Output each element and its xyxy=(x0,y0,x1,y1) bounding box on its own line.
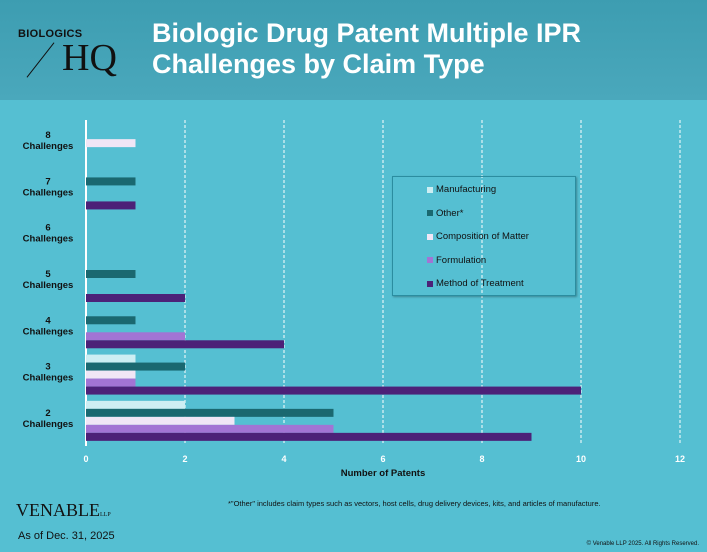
legend-item: Method of Treatment xyxy=(427,278,524,289)
bar-other- xyxy=(86,363,185,371)
bar-method-of-treatment xyxy=(86,201,136,209)
x-tick-label: 6 xyxy=(380,454,385,464)
bar-manufacturing xyxy=(86,355,136,363)
legend-swatch xyxy=(427,257,433,263)
legend-item: Composition of Matter xyxy=(427,231,529,242)
legend-swatch xyxy=(427,187,433,193)
bar-formulation xyxy=(86,425,334,433)
bar-method-of-treatment xyxy=(86,387,581,395)
footnote: *"Other" includes claim types such as ve… xyxy=(228,499,601,508)
bar-formulation xyxy=(86,332,185,340)
bar-composition-of-matter xyxy=(86,371,136,379)
venable-logo: VENABLELLP xyxy=(16,500,111,521)
x-tick-label: 8 xyxy=(479,454,484,464)
legend-swatch xyxy=(427,281,433,287)
bar-method-of-treatment xyxy=(86,340,284,348)
legend-label: Formulation xyxy=(436,255,486,266)
bar-other- xyxy=(86,177,136,185)
legend-swatch xyxy=(427,234,433,240)
legend-swatch xyxy=(427,210,433,216)
y-tick-label: Challenges xyxy=(23,373,74,384)
copyright: © Venable LLP 2025. All Rights Reserved. xyxy=(587,541,699,547)
bar-other- xyxy=(86,270,136,278)
x-tick-label: 2 xyxy=(182,454,187,464)
y-tick-label: Challenges xyxy=(23,234,74,245)
bar-other- xyxy=(86,409,334,417)
legend-label: Composition of Matter xyxy=(436,231,529,242)
y-tick-label: 8 xyxy=(45,130,50,141)
as-of-date: As of Dec. 31, 2025 xyxy=(18,530,115,542)
legend-label: Other* xyxy=(436,208,463,219)
y-tick-label: 3 xyxy=(45,362,50,373)
y-tick-label: 5 xyxy=(45,269,51,280)
legend-label: Method of Treatment xyxy=(436,278,524,289)
legend-item: Formulation xyxy=(427,255,486,266)
legend-label: Manufacturing xyxy=(436,184,496,195)
x-axis-label: Number of Patents xyxy=(341,468,425,479)
y-tick-label: Challenges xyxy=(23,326,74,337)
x-tick-label: 12 xyxy=(675,454,685,464)
venable-suffix: LLP xyxy=(100,512,111,518)
bar-other- xyxy=(86,316,136,324)
bar-composition-of-matter xyxy=(86,417,235,425)
x-tick-label: 10 xyxy=(576,454,586,464)
y-tick-label: 4 xyxy=(45,315,51,326)
legend: Manufacturing Other* Composition of Matter… xyxy=(392,176,576,296)
x-tick-label: 0 xyxy=(83,454,88,464)
bar-manufacturing xyxy=(86,401,185,409)
y-tick-label: Challenges xyxy=(23,419,74,430)
y-tick-label: 7 xyxy=(45,176,50,187)
legend-item: Manufacturing xyxy=(427,184,496,195)
y-tick-label: 6 xyxy=(45,223,50,234)
bar-method-of-treatment xyxy=(86,294,185,302)
legend-item: Other* xyxy=(427,208,463,219)
x-tick-label: 4 xyxy=(281,454,286,464)
bar-formulation xyxy=(86,379,136,387)
bar-composition-of-matter xyxy=(86,139,136,147)
y-tick-label: Challenges xyxy=(23,141,74,152)
y-tick-label: 2 xyxy=(45,408,50,419)
venable-brand: VENABLE xyxy=(16,500,100,520)
y-tick-label: Challenges xyxy=(23,280,74,291)
bar-method-of-treatment xyxy=(86,433,532,441)
y-tick-label: Challenges xyxy=(23,187,74,198)
